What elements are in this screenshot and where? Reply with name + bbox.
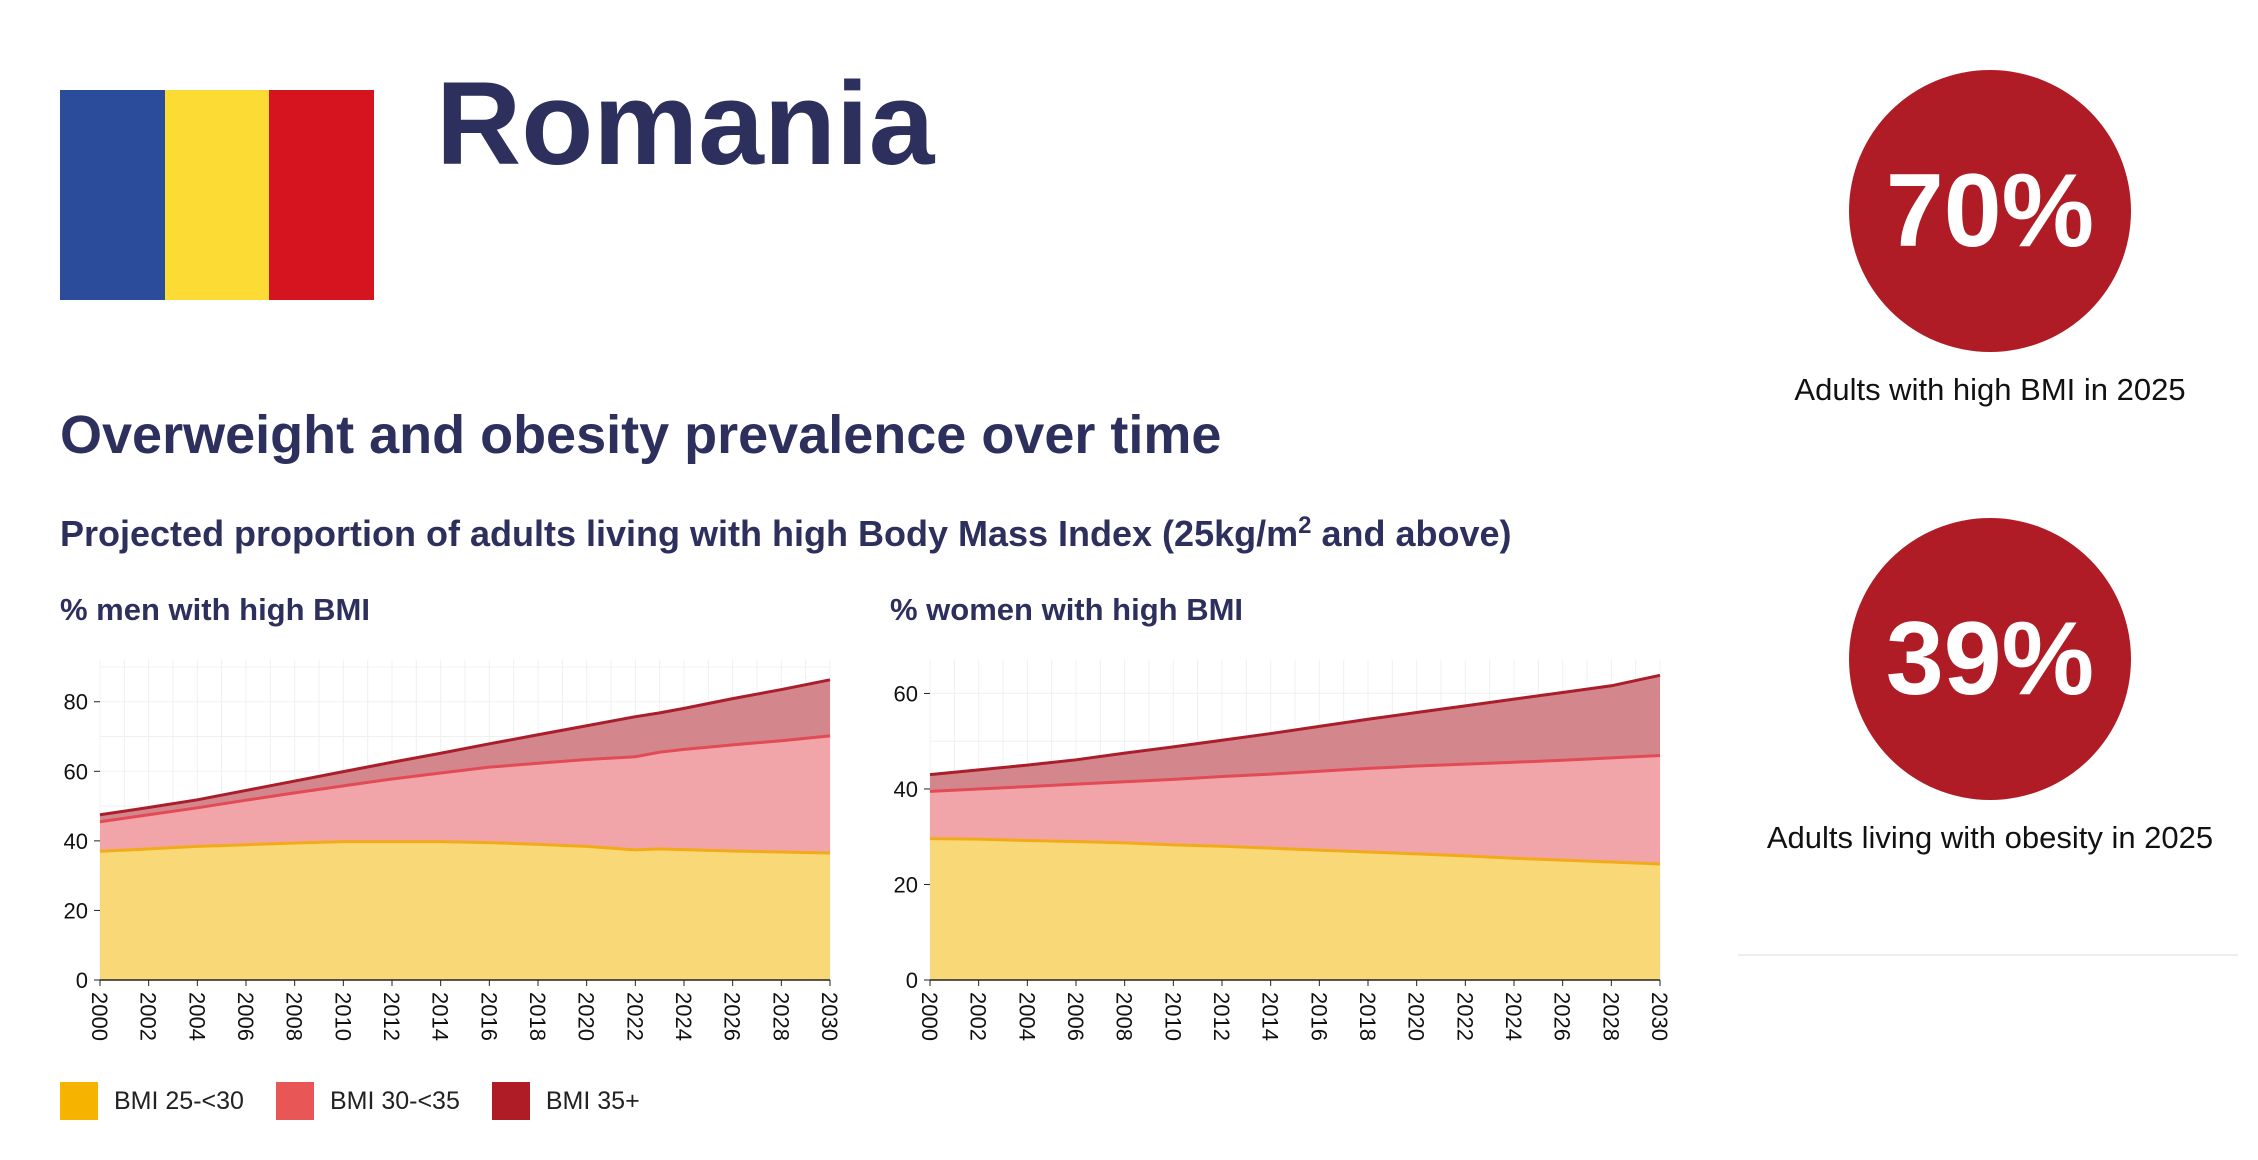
flag-stripe-yellow [164, 90, 270, 300]
subtitle-end: and above) [1311, 513, 1512, 554]
men-chart-title: % men with high BMI [60, 592, 370, 627]
x-tick-label: 2024 [1501, 992, 1526, 1041]
x-tick-label: 2000 [87, 992, 112, 1041]
stats-divider [1738, 954, 2238, 956]
line-bmi-25-30 [929, 837, 1661, 866]
y-tick-label: 0 [906, 968, 918, 993]
x-tick-label: 2016 [1306, 992, 1331, 1041]
area-bmi-25-30 [100, 841, 830, 980]
x-tick-label: 2028 [768, 992, 793, 1041]
chart-subtitle: Projected proportion of adults living wi… [60, 512, 1512, 555]
x-tick-label: 2014 [428, 992, 453, 1041]
x-tick-label: 2030 [817, 992, 842, 1041]
area-bmi-25-30 [930, 838, 1660, 980]
y-tick-label: 80 [64, 690, 88, 715]
legend-label: BMI 25-<30 [114, 1086, 244, 1115]
x-tick-label: 2012 [379, 992, 404, 1041]
x-tick-label: 2000 [917, 992, 942, 1041]
chart-legend: BMI 25-<30 BMI 30-<35 BMI 35+ [60, 1082, 672, 1120]
stat-circle: 70% [1849, 70, 2131, 352]
women-chart-title: % women with high BMI [890, 592, 1244, 627]
stat-circle: 39% [1849, 518, 2131, 800]
country-title: Romania [436, 58, 935, 190]
legend-label: BMI 30-<35 [329, 1086, 460, 1115]
section-title: Overweight and obesity prevalence over t… [60, 405, 1222, 465]
stat-caption: Adults with high BMI in 2025 [1794, 372, 2186, 407]
x-tick-label: 2014 [1258, 992, 1283, 1041]
line-bmi-35- [99, 678, 831, 817]
x-tick-label: 2016 [476, 992, 501, 1041]
x-tick-label: 2006 [233, 992, 258, 1041]
x-tick-label: 2020 [1404, 992, 1429, 1041]
flag-stripe-blue [60, 90, 165, 300]
x-tick-label: 2004 [184, 992, 209, 1041]
line-bmi-35- [929, 673, 1661, 777]
women-bmi-area-chart: 0 20 40 60 2000 2002 2004 2006 2008 2010 2012 2014 2… [894, 660, 1672, 1041]
legend-item-bmi-25-30: BMI 25-<30 [60, 1082, 244, 1120]
x-tick-label: 2008 [282, 992, 307, 1041]
romania-flag [60, 90, 375, 300]
x-tick-label: 2028 [1598, 992, 1623, 1041]
x-tick-label: 2002 [966, 992, 991, 1041]
x-tick-label: 2004 [1014, 992, 1039, 1041]
x-tick-label: 2010 [1160, 992, 1185, 1041]
line-bmi-25-30 [99, 840, 831, 855]
x-tick-label: 2026 [720, 992, 745, 1041]
stat-obesity-2025: 39% Adults living with obesity in 2025 [1740, 518, 2240, 856]
legend-swatch-bmi-35-plus [491, 1082, 530, 1120]
x-tick-label: 2024 [671, 992, 696, 1041]
y-tick-label: 20 [894, 872, 918, 897]
x-tick-label: 2018 [1355, 992, 1380, 1041]
subtitle-superscript: 2 [1298, 512, 1312, 539]
y-tick-label: 20 [64, 898, 88, 923]
stat-caption: Adults living with obesity in 2025 [1766, 820, 2214, 855]
y-tick-label: 40 [894, 777, 918, 802]
legend-swatch-bmi-25-30 [60, 1082, 98, 1120]
x-tick-label: 2022 [622, 992, 647, 1041]
men-bmi-area-chart: 0 20 40 60 80 2000 2002 2004 2006 2008 2010 2012 201… [64, 660, 842, 1041]
x-tick-label: 2020 [574, 992, 599, 1041]
x-tick-label: 2006 [1063, 992, 1088, 1041]
legend-swatch-bmi-30-35 [275, 1082, 314, 1120]
x-tick-label: 2010 [330, 992, 355, 1041]
y-tick-label: 60 [894, 681, 918, 706]
line-bmi-30-35 [929, 754, 1661, 793]
x-tick-label: 2008 [1112, 992, 1137, 1041]
stat-high-bmi-2025: 70% Adults with high BMI in 2025 [1740, 70, 2240, 408]
y-tick-label: 0 [76, 968, 88, 993]
x-tick-label: 2002 [136, 992, 161, 1041]
y-tick-label: 40 [64, 829, 88, 854]
x-tick-label: 2026 [1550, 992, 1575, 1041]
x-tick-label: 2022 [1452, 992, 1477, 1041]
line-bmi-30-35 [99, 734, 831, 824]
subtitle-main: Projected proportion of adults living wi… [60, 513, 1299, 554]
y-tick-label: 60 [64, 759, 88, 784]
x-tick-label: 2012 [1209, 992, 1234, 1041]
legend-item-bmi-30-35: BMI 30-<35 [275, 1082, 460, 1120]
x-tick-label: 2030 [1647, 992, 1672, 1041]
x-tick-label: 2018 [525, 992, 550, 1041]
legend-label: BMI 35+ [545, 1086, 640, 1115]
flag-stripe-red [269, 90, 375, 300]
legend-item-bmi-35-plus: BMI 35+ [491, 1082, 640, 1120]
